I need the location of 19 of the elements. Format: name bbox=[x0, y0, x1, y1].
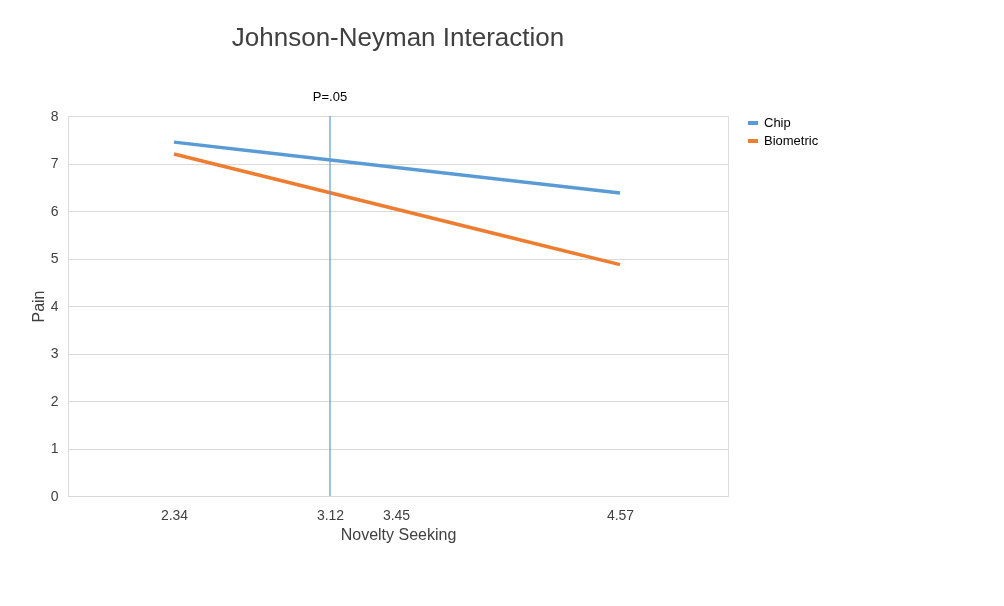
y-tick-label: 2 bbox=[50, 392, 59, 409]
y-tick-label: 8 bbox=[50, 107, 59, 124]
x-tick-label: 4.57 bbox=[606, 506, 635, 523]
legend-label: Chip bbox=[764, 115, 791, 130]
y-tick-label: 0 bbox=[50, 487, 59, 504]
x-tick-label: 2.34 bbox=[160, 506, 189, 523]
x-tick-label: 3.12 bbox=[316, 506, 345, 523]
y-tick-label: 7 bbox=[50, 155, 59, 171]
y-axis-title: Pain bbox=[29, 290, 47, 323]
x-axis-title: Novelty Seeking bbox=[340, 525, 457, 543]
x-tick-label: 3.45 bbox=[382, 506, 411, 523]
y-tick-label: 4 bbox=[50, 297, 59, 314]
chart-title: Johnson-Neyman Interaction bbox=[231, 22, 565, 52]
y-tick-label: 3 bbox=[50, 345, 59, 361]
ref-line-label: P=.05 bbox=[312, 89, 348, 104]
y-tick-label: 5 bbox=[50, 250, 59, 266]
legend-label: Biometric bbox=[764, 133, 819, 148]
y-tick-label: 6 bbox=[50, 202, 59, 219]
y-tick-label: 1 bbox=[50, 440, 59, 456]
